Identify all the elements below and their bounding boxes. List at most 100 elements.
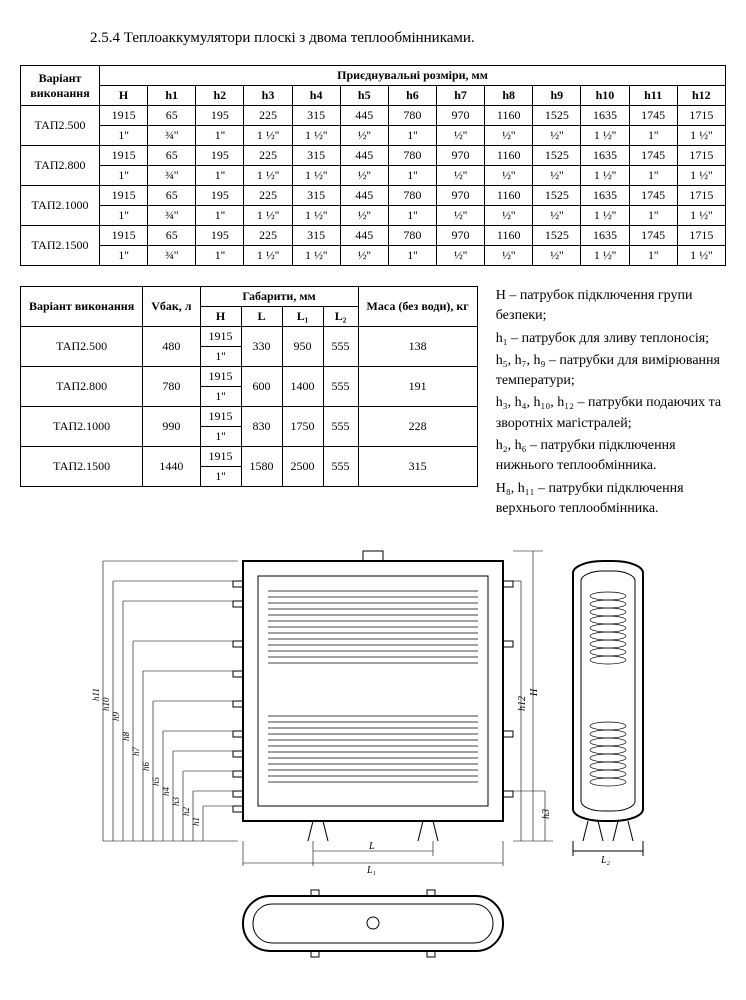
data-cell: 1635 [581,146,629,166]
data-cell: 65 [148,106,196,126]
data-cell: 1915 [200,327,241,347]
data-cell: ½'' [485,126,533,146]
col-group: Приєднувальні розміри, мм [100,66,726,86]
data-cell: 1635 [581,226,629,246]
legend-line: h₅, h₇, h₉ – патрубки для вимірювання те… [496,351,726,392]
svg-text:L₂: L₂ [600,855,611,866]
col-header: h9 [533,86,581,106]
data-cell: 1'' [388,166,436,186]
svg-text:h2: h2 [181,807,191,817]
data-cell: 1160 [485,106,533,126]
data-cell: ½'' [533,206,581,226]
data-cell: 830 [241,407,282,447]
data-cell: 1715 [677,106,725,126]
data-cell: 225 [244,226,292,246]
data-cell: ¾'' [148,126,196,146]
data-cell: 1160 [485,226,533,246]
data-cell: 780 [388,146,436,166]
data-cell: 1 ½'' [292,126,340,146]
data-cell: 1'' [100,206,148,226]
data-cell: 1'' [100,126,148,146]
data-cell: 1715 [677,186,725,206]
data-cell: 1915 [200,407,241,427]
legend-line: h₁ – патрубок для зливу теплоносія; [496,329,726,349]
data-cell: 1635 [581,106,629,126]
legend: H – патрубок підключення групи безпеки;h… [496,286,726,521]
data-cell: 970 [436,146,484,166]
col-header: h11 [629,86,677,106]
data-cell: 1'' [196,166,244,186]
col-header: h1 [148,86,196,106]
data-cell: 1745 [629,226,677,246]
data-cell: 1 ½'' [244,246,292,266]
variant-cell: ТАП2.1000 [21,186,100,226]
data-cell: 1'' [629,166,677,186]
data-cell: 1'' [100,166,148,186]
data-cell: 1'' [196,246,244,266]
data-cell: 1'' [200,347,241,367]
data-cell: 970 [436,226,484,246]
data-cell: 1915 [100,146,148,166]
col-mass: Маса (без води), кг [358,287,477,327]
data-cell: 990 [143,407,200,447]
data-cell: 1915 [200,447,241,467]
data-cell: 1400 [282,367,323,407]
col-header: h12 [677,86,725,106]
data-cell: 225 [244,106,292,126]
data-cell: 1'' [196,126,244,146]
data-cell: 445 [340,146,388,166]
svg-text:h3: h3 [171,797,181,807]
data-cell: 1160 [485,146,533,166]
data-cell: 1745 [629,106,677,126]
data-cell: ½'' [533,166,581,186]
data-cell: ½'' [485,246,533,266]
data-cell: 780 [388,226,436,246]
svg-text:H: H [529,688,540,697]
data-cell: 780 [388,106,436,126]
data-cell: 1745 [629,186,677,206]
section-heading: 2.5.4 Теплоаккумулятори плоскі з двома т… [90,30,726,47]
data-cell: ½'' [340,126,388,146]
svg-text:h4: h4 [161,787,171,797]
data-cell: 65 [148,186,196,206]
col-header: h8 [485,86,533,106]
data-cell: 1 ½'' [677,206,725,226]
svg-text:h12: h12 [517,696,528,711]
data-cell: 1'' [629,206,677,226]
col-gab: Габарити, мм [200,287,358,307]
data-cell: 1 ½'' [581,246,629,266]
data-cell: 195 [196,226,244,246]
data-cell: 1750 [282,407,323,447]
col-header: L₁ [282,307,323,327]
legend-line: H₈, h₁₁ – патрубки підключення верхнього… [496,479,726,520]
data-cell: ½'' [340,246,388,266]
legend-line: h₃, h₄, h₁₀, h₁₂ – патрубки подаючих та … [496,393,726,434]
data-cell: 1915 [100,106,148,126]
data-cell: 555 [323,327,358,367]
data-cell: 315 [358,447,477,487]
technical-diagram: h11 h10 h9 h8 h7 h6 h5 h4 h3 h2 h1 H h12… [20,541,726,965]
data-cell: 191 [358,367,477,407]
data-cell: 1'' [100,246,148,266]
diagram-svg: h11 h10 h9 h8 h7 h6 h5 h4 h3 h2 h1 H h12… [73,541,673,961]
data-cell: 1'' [200,467,241,487]
data-cell: 1160 [485,186,533,206]
data-cell: ½'' [436,166,484,186]
col-header: L₂ [323,307,358,327]
col-header: h7 [436,86,484,106]
col-vbak: Vбак, л [143,287,200,327]
data-cell: 1'' [388,206,436,226]
data-cell: ½'' [340,206,388,226]
data-cell: 600 [241,367,282,407]
data-cell: 1 ½'' [581,206,629,226]
col-header: h2 [196,86,244,106]
legend-line: H – патрубок підключення групи безпеки; [496,286,726,327]
data-cell: 65 [148,226,196,246]
data-cell: ½'' [485,206,533,226]
data-cell: 1 ½'' [581,166,629,186]
data-cell: 445 [340,186,388,206]
data-cell: 1525 [533,146,581,166]
data-cell: 555 [323,367,358,407]
data-cell: 330 [241,327,282,367]
data-cell: 970 [436,186,484,206]
